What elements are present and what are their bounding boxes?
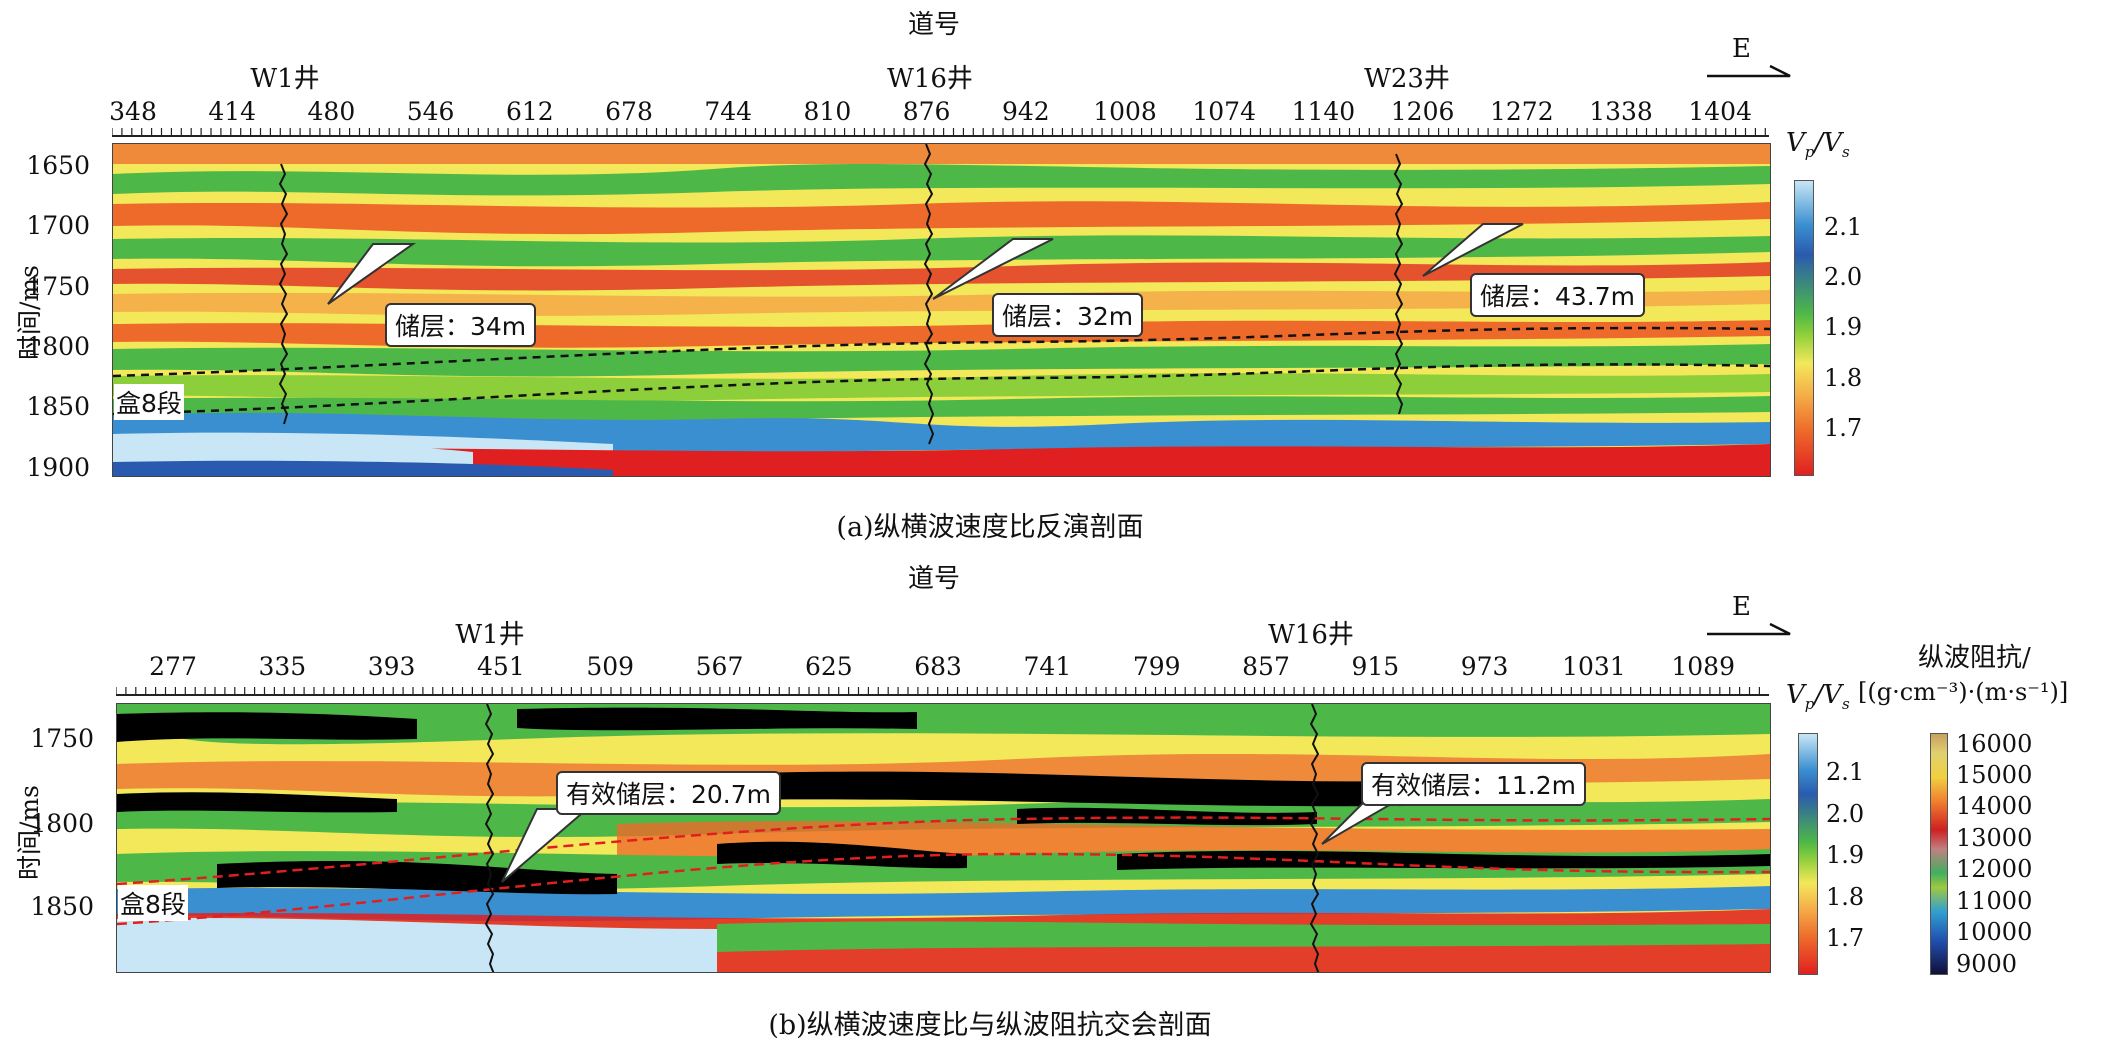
panel-a-well-w1-label: W1井: [250, 64, 320, 94]
panel-a-colorbar-tick: 2.0: [1824, 263, 1863, 291]
panel-b-colorbar2-tick: 15000: [1956, 761, 2033, 789]
panel-b-top-tick-label: 741: [1023, 652, 1072, 681]
panel-a-top-tick-label: 1206: [1390, 97, 1455, 126]
panel-b-colorbar-title: Vp/Vs: [1786, 680, 1850, 714]
panel-b-top-tick-label: 683: [914, 652, 962, 681]
panel-a-direction-label: E: [1732, 34, 1751, 64]
panel-a-top-tick-label: 1272: [1489, 97, 1554, 126]
panel-b-well-w1-label: W1井: [455, 620, 525, 650]
panel-a-segment-label: 盒8段: [114, 384, 184, 420]
panel-b-minor-ticks: [116, 687, 1761, 695]
panel-a-top-tick-label: 810: [803, 97, 852, 126]
panel-a-ytick: 1800: [26, 332, 90, 361]
panel-b-caption: (b)纵横波速度比与纵波阻抗交会剖面: [768, 1010, 1212, 1041]
panel-a-top-tick-label: 1404: [1688, 97, 1752, 126]
panel-a-vpvs-section: [112, 143, 1771, 477]
panel-b-colorbar-tick: 1.7: [1826, 924, 1865, 952]
panel-b-colorbar-tick: 1.9: [1826, 841, 1865, 869]
panel-a-top-tick-label: 348: [109, 97, 157, 126]
panel-a-top-tick-label: 414: [208, 97, 257, 126]
panel-b-colorbar2-tick: 14000: [1956, 792, 2033, 820]
panel-a-colorbar-tick: 2.1: [1824, 213, 1863, 241]
panel-b-colorbar-tick: 2.0: [1826, 800, 1865, 828]
panel-b-colorbar2-tick: 9000: [1956, 950, 2018, 978]
panel-a-well-w23-label: W23井: [1364, 64, 1450, 94]
panel-b-colorbar: [1798, 733, 1818, 975]
panel-a-colorbar-tick: 1.9: [1824, 313, 1863, 341]
panel-b-top-axis-line: [116, 694, 1769, 696]
panel-a-ytick: 1700: [26, 211, 90, 240]
panel-a-ytick: 1750: [26, 272, 90, 301]
panel-a-section-image: [113, 144, 1770, 476]
panel-b-ytick: 1750: [30, 724, 94, 753]
panel-b-colorbar2-title-line2: [(g·cm⁻³)·(m·s⁻¹)]: [1858, 678, 2069, 706]
panel-b-top-tick-label: 277: [149, 652, 197, 681]
panel-b-top-tick-label: 335: [258, 652, 307, 681]
panel-a-colorbar: [1794, 180, 1814, 476]
panel-b-top-tick-label: 393: [367, 652, 416, 681]
panel-b-callout-w1: 有效储层：20.7m: [556, 771, 782, 815]
panel-b-top-tick-label: 567: [695, 652, 744, 681]
panel-b-top-tick-label: 625: [804, 652, 853, 681]
panel-b-colorbar-tick: 1.8: [1826, 883, 1865, 911]
panel-b-crossplot-section: [116, 703, 1771, 973]
panel-b-top-tick-label: 1031: [1562, 652, 1626, 681]
panel-b-colorbar2-tick: 16000: [1956, 730, 2033, 758]
panel-b-callout-w16: 有效储层：11.2m: [1361, 762, 1587, 806]
panel-b-colorbar2-tick: 11000: [1956, 887, 2033, 915]
panel-b-top-tick-label: 509: [586, 652, 635, 681]
panel-a-axis-title: 道号: [908, 10, 961, 40]
panel-b-top-tick-label: 799: [1132, 652, 1181, 681]
panel-b-section-image: [117, 704, 1770, 972]
panel-a-colorbar-tick: 1.7: [1824, 414, 1863, 442]
panel-b-ytick: 1850: [30, 892, 94, 921]
panel-b-colorbar2-tick: 13000: [1956, 824, 2033, 852]
panel-a-top-tick-label: 546: [406, 97, 455, 126]
panel-b-colorbar2-tick: 12000: [1956, 855, 2033, 883]
panel-a-ytick: 1850: [26, 392, 90, 421]
panel-b-colorbar2-tick: 10000: [1956, 918, 2033, 946]
panel-a-direction-arrow-icon: [1707, 64, 1791, 78]
panel-b-direction-arrow-icon: [1707, 622, 1791, 636]
panel-a-top-tick-label: 480: [307, 97, 356, 126]
panel-a-top-tick-label: 1074: [1192, 97, 1256, 126]
panel-a-colorbar-tick: 1.8: [1824, 364, 1863, 392]
panel-a-callout-w23: 储层：43.7m: [1470, 273, 1646, 317]
panel-a-callout-w16: 储层：32m: [992, 293, 1144, 337]
panel-b-top-tick-label: 915: [1351, 652, 1400, 681]
panel-b-direction-label: E: [1732, 592, 1751, 622]
panel-b-top-tick-label: 857: [1242, 652, 1290, 681]
panel-a-callout-w1: 储层：34m: [385, 303, 537, 347]
panel-b-top-tick-label: 973: [1460, 652, 1509, 681]
panel-b-top-tick-label: 451: [477, 652, 525, 681]
panel-a-ytick: 1900: [26, 453, 90, 482]
panel-a-top-tick-label: 942: [1001, 97, 1050, 126]
panel-a-top-tick-label: 1008: [1093, 97, 1157, 126]
panel-a-top-axis-line: [112, 135, 1769, 137]
panel-a-caption: (a)纵横波速度比反演剖面: [836, 512, 1144, 543]
panel-a-top-tick-label: 678: [605, 97, 653, 126]
panel-b-segment-label: 盒8段: [118, 885, 188, 921]
panel-a-top-tick-label: 1140: [1291, 97, 1356, 126]
panel-b-ytick: 1800: [30, 809, 94, 838]
panel-b-well-w16-label: W16井: [1268, 620, 1354, 650]
panel-a-ytick: 1650: [26, 151, 90, 180]
panel-a-minor-ticks: [112, 128, 1766, 136]
panel-a-top-tick-label: 612: [505, 97, 554, 126]
panel-b-colorbar-tick: 2.1: [1826, 758, 1865, 786]
panel-a-top-tick-label: 744: [704, 97, 753, 126]
panel-a-top-tick-label: 876: [902, 97, 951, 126]
panel-a-colorbar-title: Vp/Vs: [1786, 128, 1850, 162]
panel-b-colorbar2-title-line1: 纵波阻抗/: [1918, 643, 2031, 673]
panel-b-axis-title: 道号: [908, 564, 961, 594]
panel-a-well-w16-label: W16井: [887, 64, 973, 94]
panel-a-top-tick-label: 1338: [1589, 97, 1653, 126]
panel-b-top-tick-label: 1089: [1671, 652, 1735, 681]
panel-b-colorbar2: [1930, 733, 1948, 975]
